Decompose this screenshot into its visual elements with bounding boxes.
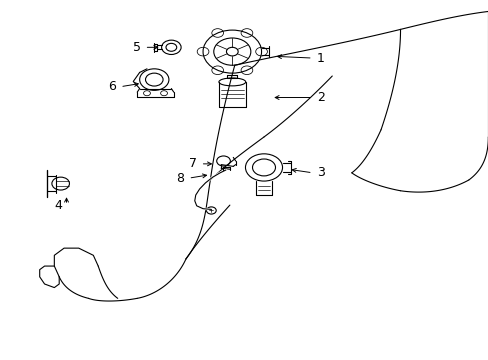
Text: 6: 6 xyxy=(108,80,116,93)
Text: 4: 4 xyxy=(55,199,62,212)
Text: 3: 3 xyxy=(316,166,324,179)
Text: 8: 8 xyxy=(176,172,184,185)
Text: 2: 2 xyxy=(316,91,324,104)
Text: 7: 7 xyxy=(188,157,196,170)
Text: 1: 1 xyxy=(316,51,324,64)
Text: 5: 5 xyxy=(132,41,141,54)
